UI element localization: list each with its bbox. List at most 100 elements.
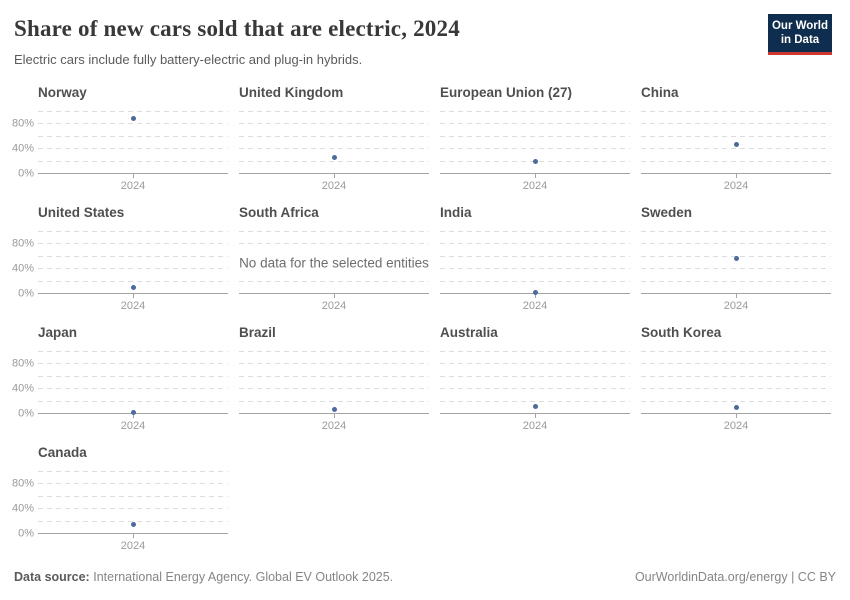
gridline-60 — [440, 135, 630, 137]
data-point-united-kingdom[interactable] — [331, 154, 337, 160]
facet: South Korea 2024 — [641, 324, 831, 444]
x-axis-tick — [133, 414, 134, 418]
x-axis: 2024 — [38, 414, 228, 438]
gridline-60 — [239, 135, 429, 137]
gridline-100 — [239, 351, 429, 352]
data-source-note: Data source: International Energy Agency… — [14, 570, 393, 584]
data-point-south-korea[interactable] — [733, 405, 739, 411]
facet-plot — [440, 111, 630, 174]
x-axis-tick — [334, 414, 335, 418]
gridline-60 — [239, 375, 429, 377]
x-axis: 2024 — [641, 294, 831, 318]
y-axis-label-40: 40% — [11, 502, 34, 515]
data-point-norway[interactable] — [130, 115, 136, 121]
gridline-60 — [38, 495, 228, 497]
gridline-20 — [440, 400, 630, 402]
x-axis-tick — [535, 174, 536, 178]
gridline-100 — [440, 351, 630, 352]
x-axis-year-label: 2024 — [321, 300, 347, 312]
facet: Australia 2024 — [440, 324, 630, 444]
x-axis-tick — [535, 294, 536, 298]
facet-title: European Union (27) — [440, 85, 573, 100]
y-axis-label-40: 40% — [11, 262, 34, 275]
gridline-20 — [239, 280, 429, 282]
facet-plot — [641, 231, 831, 294]
gridline-40 — [38, 268, 228, 270]
owid-energy-link[interactable]: OurWorldinData.org/energy — [634, 570, 788, 584]
facet: Canada 0% 40% 80% 2024 — [12, 444, 228, 564]
data-point-japan[interactable] — [130, 409, 136, 415]
no-data-message: No data for the selected entities — [236, 255, 432, 271]
gridline-60 — [38, 255, 228, 257]
facet-title: Sweden — [641, 205, 693, 220]
x-axis-year-label: 2024 — [120, 540, 146, 552]
facet: Brazil 2024 — [239, 324, 429, 444]
gridline-40 — [38, 148, 228, 150]
facet: European Union (27) 2024 — [440, 84, 630, 204]
y-axis-label-40: 40% — [11, 382, 34, 395]
x-axis: 2024 — [440, 414, 630, 438]
data-point-australia[interactable] — [532, 404, 538, 410]
x-axis-line — [641, 173, 831, 174]
facet-plot — [641, 351, 831, 414]
owid-logo-line2: in Data — [780, 34, 820, 47]
facet-title: United Kingdom — [239, 85, 344, 100]
license-label: CC BY — [797, 570, 836, 584]
gridline-40 — [641, 268, 831, 270]
gridline-40 — [440, 388, 630, 390]
y-axis-label-80: 80% — [11, 117, 34, 130]
x-axis-tick — [133, 294, 134, 298]
gridline-20 — [641, 160, 831, 162]
data-source-text: International Energy Agency. Global EV O… — [93, 570, 394, 584]
x-axis-year-label: 2024 — [723, 420, 749, 432]
gridline-40 — [641, 388, 831, 390]
facet-plot: 0% 40% 80% — [12, 231, 228, 299]
owid-logo[interactable]: Our World in Data — [768, 14, 832, 55]
gridline-20 — [440, 280, 630, 282]
data-point-european-union-27-[interactable] — [532, 159, 538, 165]
gridline-20 — [38, 160, 228, 162]
facet-title: India — [440, 205, 472, 220]
x-axis-year-label: 2024 — [522, 420, 548, 432]
facet-plot: 0% 40% 80% — [12, 351, 228, 419]
facet-title: Canada — [38, 445, 87, 460]
facet: Sweden 2024 — [641, 204, 831, 324]
x-axis-line — [440, 413, 630, 414]
data-point-china[interactable] — [733, 142, 739, 148]
gridline-40 — [440, 148, 630, 150]
x-axis-tick — [133, 534, 134, 538]
gridline-80 — [641, 363, 831, 365]
gridline-20 — [239, 400, 429, 402]
gridline-60 — [38, 135, 228, 137]
x-axis-year-label: 2024 — [723, 300, 749, 312]
gridline-40 — [38, 388, 228, 390]
gridline-40 — [641, 148, 831, 150]
gridline-40 — [239, 148, 429, 150]
facet-title: United States — [38, 205, 125, 220]
x-axis-line — [440, 173, 630, 174]
gridline-20 — [38, 280, 228, 282]
data-point-canada[interactable] — [130, 521, 136, 527]
facet-title: Norway — [38, 85, 87, 100]
facet-title: Japan — [38, 325, 78, 340]
x-axis-line — [38, 293, 228, 294]
facet-title: Australia — [440, 325, 498, 340]
facet-plot — [239, 351, 429, 414]
data-point-united-states[interactable] — [130, 285, 136, 291]
gridline-100 — [38, 471, 228, 472]
x-axis-year-label: 2024 — [321, 180, 347, 192]
x-axis-line — [239, 173, 429, 174]
gridline-60 — [641, 135, 831, 137]
gridline-80 — [239, 363, 429, 365]
x-axis-year-label: 2024 — [120, 420, 146, 432]
data-point-brazil[interactable] — [331, 407, 337, 413]
x-axis-line — [239, 293, 429, 294]
gridline-80 — [641, 243, 831, 245]
x-axis-tick — [334, 294, 335, 298]
gridline-100 — [38, 111, 228, 112]
data-point-sweden[interactable] — [733, 255, 739, 261]
x-axis-line — [38, 173, 228, 174]
data-point-india[interactable] — [532, 290, 538, 296]
facet-plot: 0% 40% 80% — [12, 111, 228, 179]
